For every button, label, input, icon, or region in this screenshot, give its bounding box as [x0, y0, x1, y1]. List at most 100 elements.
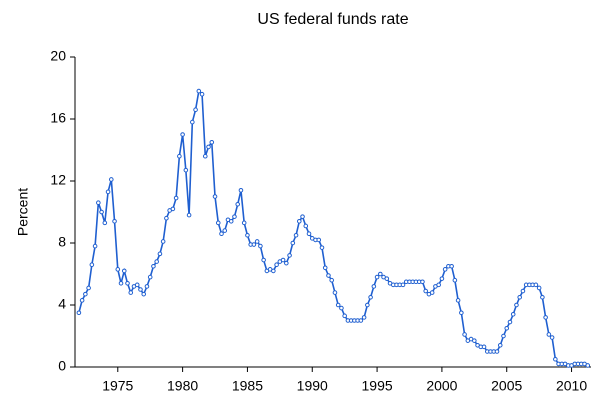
marker	[481, 344, 487, 350]
marker	[339, 305, 344, 311]
marker	[209, 139, 215, 145]
marker	[86, 285, 91, 291]
marker	[228, 219, 234, 224]
marker	[284, 260, 289, 266]
marker	[384, 276, 390, 281]
y-tick-label: 8	[58, 234, 66, 250]
marker	[293, 232, 299, 238]
marker	[371, 284, 377, 289]
y-tick-label: 20	[50, 48, 66, 64]
marker	[510, 312, 516, 317]
marker	[290, 240, 296, 246]
marker	[501, 333, 506, 339]
marker	[452, 277, 458, 283]
chart-title: US federal funds rate	[257, 11, 408, 28]
marker	[520, 288, 526, 294]
marker	[141, 291, 147, 297]
marker	[358, 318, 364, 323]
marker	[553, 356, 558, 362]
marker	[83, 291, 88, 297]
marker	[536, 285, 542, 291]
marker	[585, 363, 591, 368]
marker	[238, 188, 244, 193]
marker	[232, 214, 237, 219]
marker	[507, 319, 513, 325]
marker	[332, 290, 338, 295]
marker	[449, 263, 454, 269]
y-tick-label: 0	[58, 358, 66, 374]
marker	[378, 271, 383, 277]
marker	[177, 153, 182, 159]
marker	[543, 315, 548, 320]
marker	[319, 245, 325, 250]
marker	[533, 282, 539, 288]
marker	[303, 223, 309, 229]
marker	[361, 315, 367, 320]
x-tick-label: 1995	[362, 378, 393, 394]
marker	[368, 294, 373, 300]
marker	[112, 219, 117, 224]
x-tick-label: 2000	[426, 378, 457, 394]
marker	[436, 282, 441, 288]
marker	[462, 332, 467, 337]
marker	[196, 88, 202, 94]
marker	[455, 298, 461, 303]
marker	[138, 287, 143, 292]
marker	[274, 262, 279, 268]
y-axis-label: Percent	[15, 188, 31, 236]
marker	[504, 325, 510, 331]
marker	[322, 265, 328, 271]
marker	[296, 219, 302, 224]
x-tick-label: 1975	[102, 378, 133, 394]
marker	[160, 239, 166, 244]
marker	[429, 290, 435, 295]
marker	[459, 310, 464, 316]
x-tick-label: 1990	[297, 378, 328, 394]
x-tick-label: 1980	[167, 378, 198, 394]
marker	[96, 200, 101, 205]
marker	[280, 257, 286, 263]
marker	[423, 288, 428, 294]
marker	[147, 274, 153, 280]
marker	[472, 338, 477, 343]
marker	[241, 220, 247, 226]
marker	[118, 281, 124, 286]
marker	[134, 282, 140, 288]
marker	[89, 262, 95, 268]
marker	[151, 263, 156, 269]
marker	[439, 276, 445, 281]
marker	[99, 209, 104, 215]
marker	[76, 310, 82, 316]
marker	[326, 273, 331, 278]
marker	[157, 251, 163, 257]
marker	[180, 132, 185, 137]
marker	[154, 259, 159, 264]
marker	[300, 214, 305, 219]
marker	[183, 167, 189, 173]
marker	[245, 232, 250, 238]
marker	[261, 257, 266, 263]
marker	[109, 177, 114, 182]
marker	[173, 195, 179, 201]
marker	[420, 279, 425, 285]
marker	[374, 274, 380, 280]
marker	[271, 268, 276, 274]
marker	[497, 343, 503, 348]
marker	[121, 268, 127, 274]
y-tick-label: 4	[58, 296, 66, 312]
marker	[164, 215, 169, 221]
marker	[400, 282, 406, 288]
marker	[316, 237, 322, 243]
marker	[92, 243, 98, 249]
marker	[365, 302, 370, 308]
marker	[287, 253, 292, 258]
y-tick-label: 12	[50, 172, 66, 188]
marker	[222, 228, 228, 233]
marker	[115, 267, 121, 272]
x-tick-label: 2005	[491, 378, 522, 394]
marker	[186, 212, 192, 218]
y-tick-label: 16	[50, 110, 66, 126]
marker	[235, 201, 241, 207]
marker	[202, 153, 208, 159]
